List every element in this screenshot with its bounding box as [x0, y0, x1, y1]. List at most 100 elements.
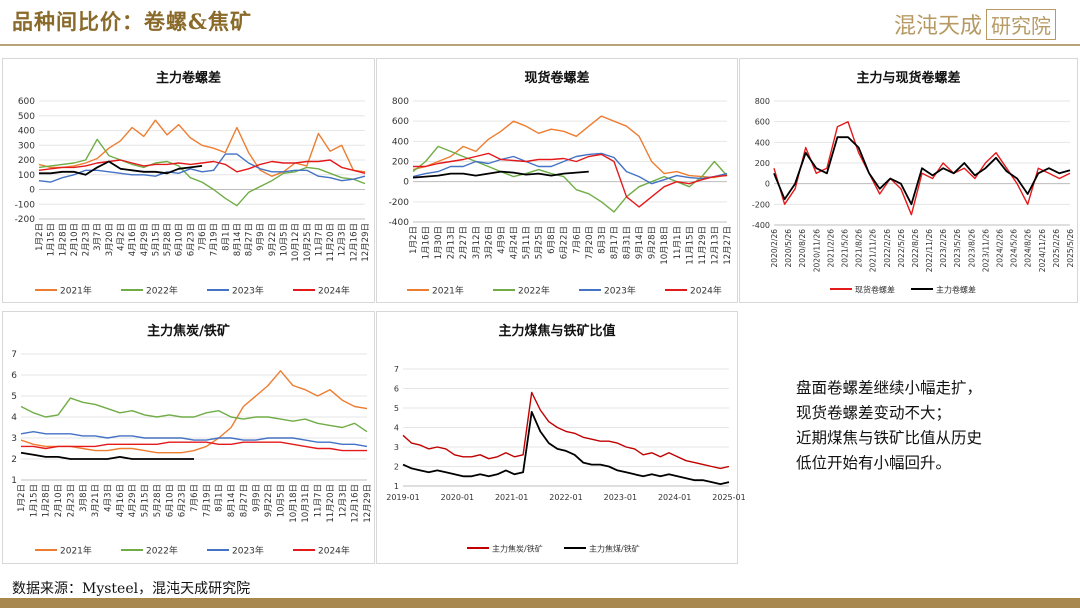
x-tick-label: 8月1日 — [215, 484, 225, 512]
x-tick-label: 2024/2/26 — [996, 229, 1005, 268]
x-tick-label: 2月23日 — [82, 223, 92, 256]
x-tick-label: 8月27日 — [245, 223, 255, 256]
chart-panel-coke-ore: 主力焦炭/铁矿 1 2 3 4 5 6 7 1月2日 1月15日 1月28日 2月10日 2月23日 3… — [2, 311, 436, 564]
chart-coal-coke-ore: 1 2 3 4 5 6 7 2019-01 2020-01 2021-01 2022-01 2023-… — [386, 365, 745, 554]
series-line — [412, 170, 589, 179]
y-tick-label: 400 — [755, 138, 770, 147]
x-tick-label: 2022-01 — [549, 493, 582, 502]
x-tick-label: 4月29日 — [128, 484, 138, 517]
commentary: 盘面卷螺差继续小幅走扩， 现货卷螺差变动不大； 近期煤焦与铁矿比值从历史 低位开… — [796, 376, 982, 476]
x-tick-label: 2025-01 — [712, 493, 745, 502]
x-tick-label: 2月10日 — [70, 223, 80, 256]
x-tick-label: 6月22日 — [560, 226, 570, 259]
y-tick-label: 600 — [755, 118, 770, 127]
y-tick-label: -400 — [752, 221, 770, 230]
series-line — [402, 391, 730, 470]
legend-label: 2023年 — [232, 545, 264, 557]
x-tick-label: 2月23日 — [66, 484, 76, 517]
x-tick-label: 2023/8/26 — [967, 229, 976, 268]
series-line — [38, 159, 366, 174]
series-line — [20, 431, 368, 448]
chart-coke-ore: 1 2 3 4 5 6 7 1月2日 1月15日 1月28日 2月10日 2月23日 3月8日 3月21日… — [11, 350, 436, 557]
chart-title: 现货卷螺差 — [524, 71, 590, 86]
series-line — [21, 441, 367, 452]
x-tick-label: 8月14日 — [227, 484, 237, 517]
y-tick-label: 2 — [394, 463, 399, 472]
x-tick-label: 12月29日 — [363, 484, 373, 523]
y-tick-label: 200 — [392, 158, 409, 168]
x-tick-label: 9月22日 — [264, 484, 274, 517]
x-tick-label: 2021/2/26 — [826, 229, 835, 268]
series-line — [402, 411, 730, 485]
y-tick-label: 0 — [403, 178, 409, 188]
x-tick-label: 11月1日 — [673, 226, 683, 259]
y-tick-label: -200 — [15, 215, 36, 225]
x-tick-label: 12月27日 — [723, 226, 733, 265]
x-tick-label: 4月3日 — [104, 484, 114, 512]
x-tick-label: 10月5日 — [277, 484, 287, 517]
x-tick-label: 6月23日 — [186, 223, 196, 256]
x-tick-label: 2023/5/26 — [953, 229, 962, 268]
x-tick-label: 2020/5/26 — [784, 229, 793, 268]
y-tick-label: 400 — [18, 127, 35, 137]
commentary-line: 近期煤焦与铁矿比值从历史 — [796, 429, 983, 447]
x-tick-label: 2024-01 — [658, 493, 691, 502]
x-tick-label: 5月25日 — [535, 226, 545, 259]
x-tick-label: 2023-01 — [604, 493, 637, 502]
x-tick-label: 4月9日 — [497, 226, 507, 254]
x-tick-label: 2022/11/26 — [925, 229, 934, 272]
x-tick-label: 10月12日 — [291, 223, 301, 262]
y-tick-label: 2 — [11, 455, 17, 465]
x-tick-label: 3月8日 — [79, 484, 89, 512]
x-tick-label: 2025/5/26 — [1066, 229, 1075, 268]
x-tick-label: 9月22日 — [268, 223, 278, 256]
y-tick-label: 600 — [392, 117, 409, 127]
y-tick-label: 200 — [18, 156, 35, 166]
x-tick-label: 1月30日 — [434, 226, 444, 259]
x-tick-label: 11月29日 — [698, 226, 708, 265]
y-tick-label: 200 — [755, 159, 770, 168]
x-tick-label: 3月20日 — [105, 223, 115, 256]
chart-panel-main-coil-rebar: 主力卷螺差 -200 -100 0 100 200 300 400 500 600 1月2日 1月1… — [2, 58, 436, 303]
x-tick-label: 3月7日 — [93, 223, 103, 251]
series-line — [412, 145, 728, 213]
y-tick-label: 0 — [765, 180, 770, 189]
series-line — [773, 121, 1071, 216]
x-tick-label: 1月28日 — [58, 223, 68, 256]
legend-label: 2024年 — [318, 285, 350, 297]
y-tick-label: 1 — [11, 476, 17, 486]
x-tick-label: 10月25日 — [303, 223, 313, 262]
y-tick-label: -200 — [752, 200, 770, 209]
x-tick-label: 2020/8/26 — [798, 229, 807, 268]
x-tick-label: 9月28日 — [648, 226, 658, 259]
x-tick-label: 7月19日 — [210, 223, 220, 256]
legend-label: 2021年 — [60, 545, 92, 557]
commentary-line: 现货卷螺差变动不大； — [796, 404, 952, 422]
x-tick-label: 2021/8/26 — [855, 229, 864, 268]
x-tick-label: 7月6日 — [190, 484, 200, 512]
x-tick-label: 7月20日 — [585, 226, 595, 259]
series-line — [39, 160, 203, 176]
x-tick-label: 5月11日 — [522, 226, 532, 259]
x-tick-label: 11月7日 — [314, 223, 324, 256]
x-tick-label: 1月2日 — [409, 226, 419, 254]
y-tick-label: -200 — [389, 198, 410, 208]
y-tick-label: 3 — [11, 434, 17, 444]
x-tick-label: 2月10日 — [54, 484, 64, 517]
x-tick-label: 1月16日 — [422, 226, 432, 259]
x-tick-label: 11月20日 — [326, 484, 336, 523]
x-tick-label: 9月14日 — [635, 226, 645, 259]
x-tick-label: 2021/5/26 — [840, 229, 849, 268]
y-tick-label: 400 — [392, 137, 409, 147]
brand-logo: 混沌天成 研究院 — [894, 8, 1056, 40]
x-tick-label: 2024/8/26 — [1024, 229, 1033, 268]
x-tick-label: 8月27日 — [239, 484, 249, 517]
legend-label: 2023年 — [604, 285, 636, 297]
x-tick-label: 2022/8/26 — [911, 229, 920, 268]
legend-label: 2022年 — [146, 545, 178, 557]
legend-label: 主力焦炭/铁矿 — [492, 544, 543, 554]
x-tick-label: 5月15日 — [141, 484, 151, 517]
series-line — [20, 451, 194, 460]
y-tick-label: 800 — [755, 97, 770, 106]
x-tick-label: 8月1日 — [221, 223, 231, 251]
